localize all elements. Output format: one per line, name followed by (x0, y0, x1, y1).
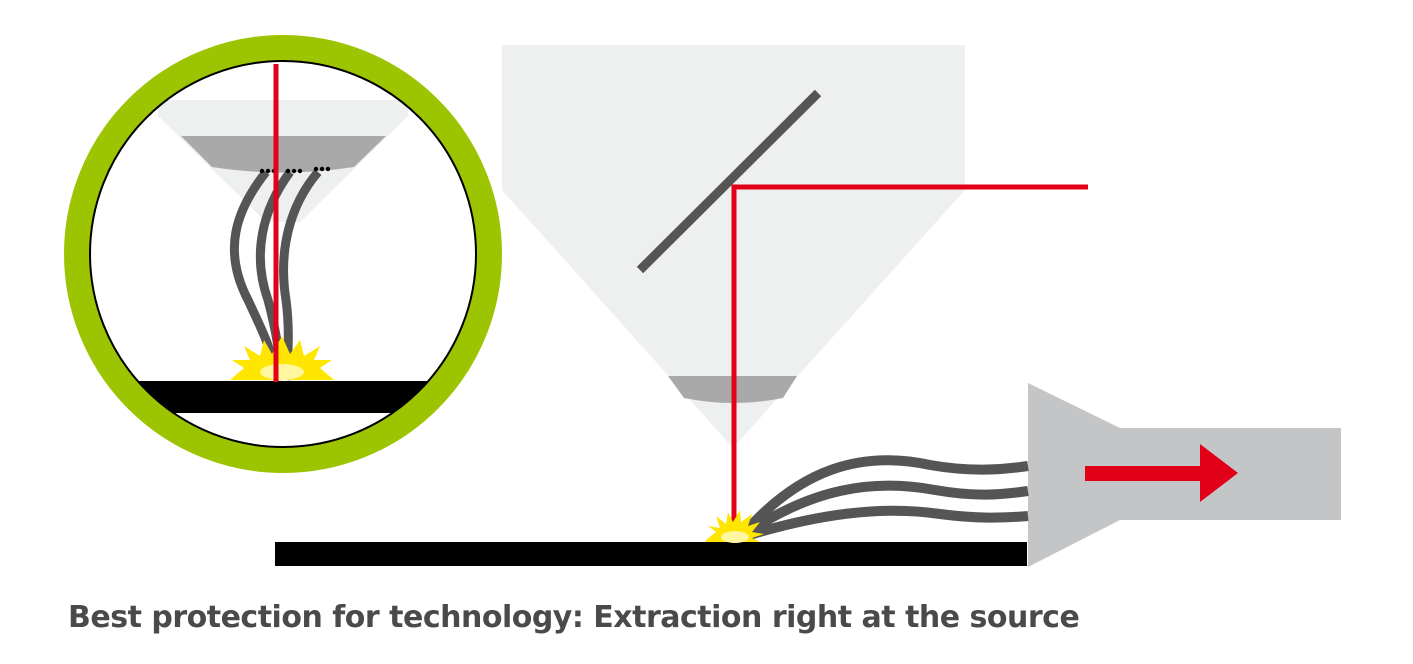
nozzle-funnel (1028, 383, 1120, 567)
laser-beam (731, 184, 1088, 522)
spark-core (721, 531, 749, 543)
detail-lens (181, 136, 386, 173)
magnifier-ring (64, 35, 502, 473)
diagram-caption: Best protection for technology: Extracti… (68, 600, 1080, 635)
arrow-head (1200, 444, 1238, 502)
detail-spark (230, 336, 334, 380)
detail-magnifier (64, 35, 502, 473)
extraction-nozzle (1028, 383, 1341, 567)
fume-stream (742, 480, 1029, 539)
detail-spark-rays (230, 336, 334, 380)
detail-spark-core (260, 364, 304, 380)
fume-stream (744, 505, 1029, 541)
workpiece (275, 542, 1027, 566)
process-spark (706, 510, 764, 543)
magnifier-ring-inner-edge (89, 60, 477, 448)
fume-streams (741, 455, 1029, 541)
fume-stream (741, 455, 1029, 536)
nozzle-orifices (259, 166, 331, 174)
deflection-mirror (636, 89, 822, 274)
spark-rays (706, 510, 764, 542)
arrow-shaft (1085, 466, 1205, 481)
extraction-arrow (1085, 444, 1238, 502)
